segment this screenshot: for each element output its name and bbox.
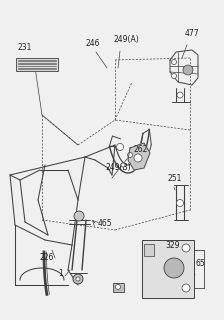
Bar [113, 283, 124, 292]
Text: 246: 246 [86, 39, 101, 48]
Text: 465: 465 [98, 219, 113, 228]
Circle shape [182, 284, 190, 292]
Circle shape [182, 244, 190, 252]
Circle shape [74, 211, 84, 221]
Bar [16, 58, 58, 71]
Text: 65: 65 [196, 259, 206, 268]
Bar [142, 240, 194, 298]
Text: 329: 329 [165, 241, 179, 250]
Text: 1: 1 [58, 269, 63, 278]
Text: 226: 226 [40, 253, 54, 262]
Bar [144, 244, 154, 256]
Circle shape [116, 284, 121, 290]
Circle shape [134, 154, 142, 162]
Circle shape [172, 74, 177, 78]
Text: 231: 231 [17, 43, 31, 52]
Circle shape [177, 92, 183, 98]
Text: 54: 54 [113, 286, 123, 295]
Circle shape [164, 258, 184, 278]
Circle shape [127, 153, 133, 157]
Circle shape [183, 65, 193, 75]
Polygon shape [128, 143, 150, 170]
Text: 251: 251 [168, 174, 182, 183]
Circle shape [116, 143, 123, 150]
Text: 262: 262 [133, 145, 147, 154]
Circle shape [172, 60, 177, 65]
Circle shape [73, 274, 83, 284]
Circle shape [177, 199, 183, 206]
Circle shape [76, 277, 80, 281]
Text: 249(A): 249(A) [113, 35, 139, 44]
Text: 477: 477 [185, 29, 200, 38]
Text: 249(B): 249(B) [106, 163, 132, 172]
Circle shape [121, 163, 125, 167]
